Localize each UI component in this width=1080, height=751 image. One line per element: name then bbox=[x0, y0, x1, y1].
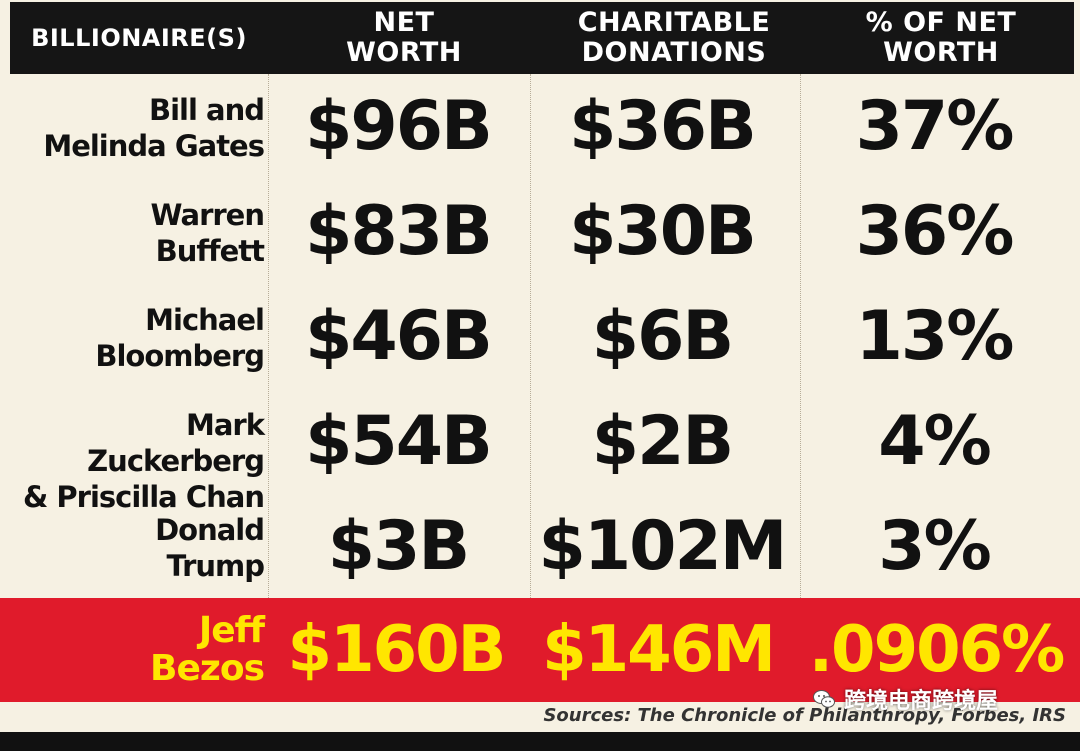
source-note: Sources: The Chronicle of Philanthropy, … bbox=[543, 705, 1066, 726]
column-header-donations: CHARITABLE DONATIONS bbox=[577, 7, 771, 68]
percent-value: 3% bbox=[878, 507, 991, 586]
donations-value: $6B bbox=[591, 297, 734, 376]
footer bbox=[0, 702, 1080, 732]
table-header: BILLIONAIRE(S) NET WORTH CHARITABLE DONA… bbox=[10, 2, 1074, 74]
column-divider bbox=[800, 74, 801, 598]
net-worth-value: $46B bbox=[305, 297, 493, 376]
percent-value: 36% bbox=[855, 192, 1015, 271]
net-worth-value: $3B bbox=[327, 507, 470, 586]
row-name: Warren Buffett bbox=[150, 198, 265, 268]
highlight-row bbox=[0, 598, 1080, 702]
column-header-net-worth: NET WORTH bbox=[346, 7, 462, 68]
highlight-net-worth-value: $160B bbox=[287, 613, 507, 687]
column-header-percent: % OF NET WORTH bbox=[865, 7, 1017, 68]
net-worth-value: $54B bbox=[305, 402, 493, 481]
net-worth-value: $96B bbox=[305, 87, 493, 166]
donations-value: $102M bbox=[538, 507, 788, 586]
highlight-donations-value: $146M bbox=[542, 613, 776, 687]
wechat-icon bbox=[813, 690, 835, 708]
row-name: Michael Bloomberg bbox=[95, 303, 265, 373]
percent-value: 37% bbox=[855, 87, 1015, 166]
column-divider bbox=[268, 74, 269, 598]
row-name: Mark Zuckerberg & Priscilla Chan bbox=[23, 408, 265, 514]
percent-value: 13% bbox=[855, 297, 1015, 376]
percent-value: 4% bbox=[878, 402, 991, 481]
donations-value: $36B bbox=[569, 87, 757, 166]
donations-value: $30B bbox=[569, 192, 757, 271]
net-worth-value: $83B bbox=[305, 192, 493, 271]
watermark: 跨境电商跨境屋 bbox=[812, 684, 1052, 714]
row-name: Donald Trump bbox=[155, 513, 265, 583]
highlight-percent-value: .0906% bbox=[808, 613, 1066, 687]
column-header-billionaire: BILLIONAIRE(S) bbox=[31, 24, 247, 52]
bottom-bar bbox=[0, 732, 1080, 751]
donations-value: $2B bbox=[591, 402, 734, 481]
row-name: Bill and Melinda Gates bbox=[43, 93, 265, 163]
highlight-row-name: Jeff Bezos bbox=[150, 610, 265, 689]
watermark-text: 跨境电商跨境屋 bbox=[844, 689, 999, 714]
column-divider bbox=[530, 74, 531, 598]
